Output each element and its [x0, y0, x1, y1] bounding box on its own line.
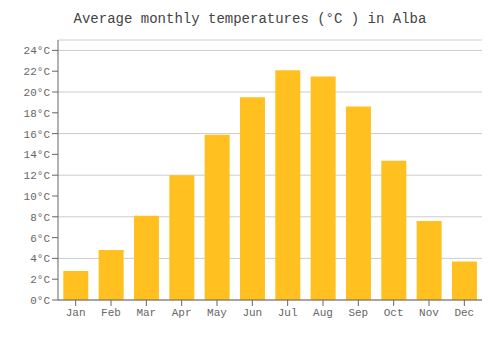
svg-text:4°C: 4°C [30, 253, 50, 265]
svg-text:Mar: Mar [136, 307, 156, 319]
html-text:Average monthly temperatures (: Average monthly temperatures (°C ) in Al… [73, 11, 427, 27]
svg-text:Dec: Dec [454, 307, 474, 319]
svg-text:May: May [207, 307, 227, 319]
svg-text:16°C: 16°C [24, 129, 51, 141]
svg-text:8°C: 8°C [30, 212, 50, 224]
svg-text:10°C: 10°C [24, 191, 51, 203]
svg-text:0°C: 0°C [30, 295, 50, 307]
svg-text:14°C: 14°C [24, 149, 51, 161]
svg-text:20°C: 20°C [24, 87, 51, 99]
svg-text:Oct: Oct [384, 307, 404, 319]
svg-text:Aug: Aug [313, 307, 333, 319]
svg-text:Jun: Jun [242, 307, 262, 319]
svg-text:Apr: Apr [172, 307, 192, 319]
svg-text:Sep: Sep [348, 307, 368, 319]
svg-text:22°C: 22°C [24, 66, 51, 78]
svg-text:Nov: Nov [419, 307, 439, 319]
svg-text:24°C: 24°C [24, 45, 51, 57]
svg-text:6°C: 6°C [30, 233, 50, 245]
svg-text:Jan: Jan [66, 307, 86, 319]
svg-text:Feb: Feb [101, 307, 121, 319]
svg-text:12°C: 12°C [24, 170, 51, 182]
svg-text:Jul: Jul [278, 307, 298, 319]
svg-text:18°C: 18°C [24, 108, 51, 120]
svg-text:2°C: 2°C [30, 274, 50, 286]
